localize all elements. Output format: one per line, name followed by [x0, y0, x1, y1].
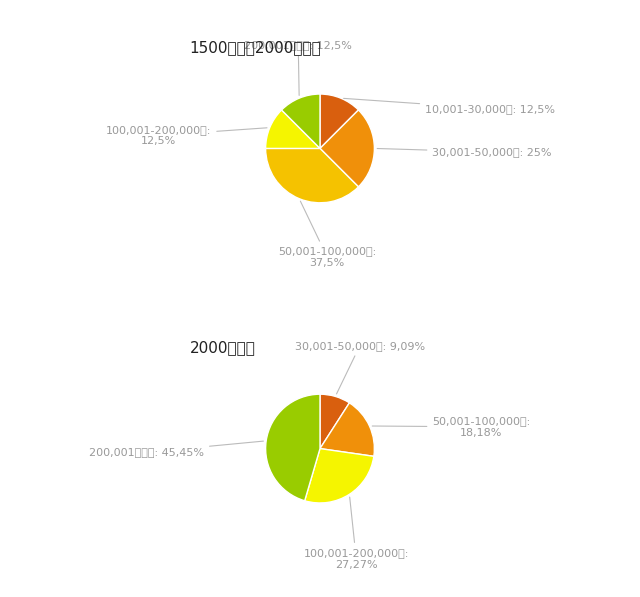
Wedge shape	[266, 394, 320, 501]
Text: 10,001-30,000円: 12,5%: 10,001-30,000円: 12,5%	[344, 99, 555, 113]
Wedge shape	[320, 394, 349, 448]
Wedge shape	[266, 149, 358, 203]
Text: 30,001-50,000円: 9,09%: 30,001-50,000円: 9,09%	[295, 341, 425, 394]
Wedge shape	[282, 94, 320, 149]
Wedge shape	[320, 94, 358, 149]
Text: 100,001-200,000円:
12,5%: 100,001-200,000円: 12,5%	[106, 125, 267, 146]
Text: 50,001-100,000円:
18,18%: 50,001-100,000円: 18,18%	[372, 416, 531, 438]
Wedge shape	[266, 110, 320, 149]
Text: 2000万以上: 2000万以上	[189, 340, 255, 355]
Text: 100,001-200,000円:
27,27%: 100,001-200,000円: 27,27%	[303, 497, 409, 570]
Text: 1500万以上2000万未満: 1500万以上2000万未満	[189, 39, 321, 55]
Wedge shape	[305, 448, 374, 503]
Text: 200,001円以上: 12,5%: 200,001円以上: 12,5%	[244, 41, 352, 96]
Wedge shape	[320, 110, 374, 187]
Text: 200,001円以上: 45,45%: 200,001円以上: 45,45%	[89, 441, 264, 457]
Text: 50,001-100,000円:
37,5%: 50,001-100,000円: 37,5%	[278, 201, 376, 268]
Text: 30,001-50,000円: 25%: 30,001-50,000円: 25%	[377, 147, 552, 157]
Wedge shape	[320, 403, 374, 456]
